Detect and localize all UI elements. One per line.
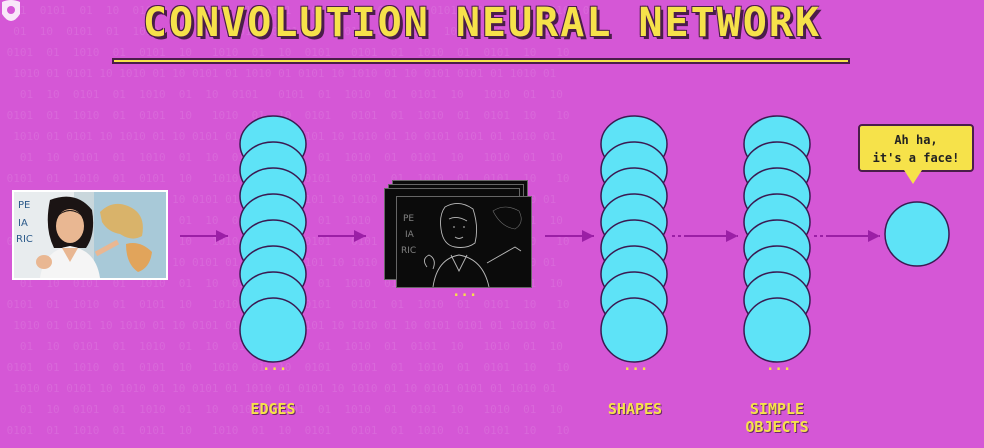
edge-maps-dots: ...: [452, 284, 477, 300]
simple-objects-label-line2: OBJECTS: [717, 418, 837, 436]
shapes-label: SHAPES: [575, 400, 695, 418]
neuron: [744, 298, 810, 362]
shapes-neuron-column: [601, 116, 667, 362]
speech-bubble-line2: it's a face!: [860, 149, 972, 167]
speech-bubble-tail: [904, 170, 922, 184]
neuron: [601, 298, 667, 362]
edges-neuron-column: [240, 116, 306, 362]
speech-bubble: Ah ha, it's a face!: [858, 124, 974, 172]
simple-objects-label-line1: SIMPLE: [717, 400, 837, 418]
output-neuron: [885, 202, 949, 266]
simple-objects-neuron-column: [744, 116, 810, 362]
shapes-column-dots: ...: [623, 358, 648, 374]
simple-objects-label: SIMPLE OBJECTS: [717, 400, 837, 436]
neuron: [240, 298, 306, 362]
simple-objects-column-dots: ...: [766, 358, 791, 374]
edges-column-dots: ...: [262, 358, 287, 374]
speech-bubble-line1: Ah ha,: [860, 131, 972, 149]
edges-label: EDGES: [213, 400, 333, 418]
